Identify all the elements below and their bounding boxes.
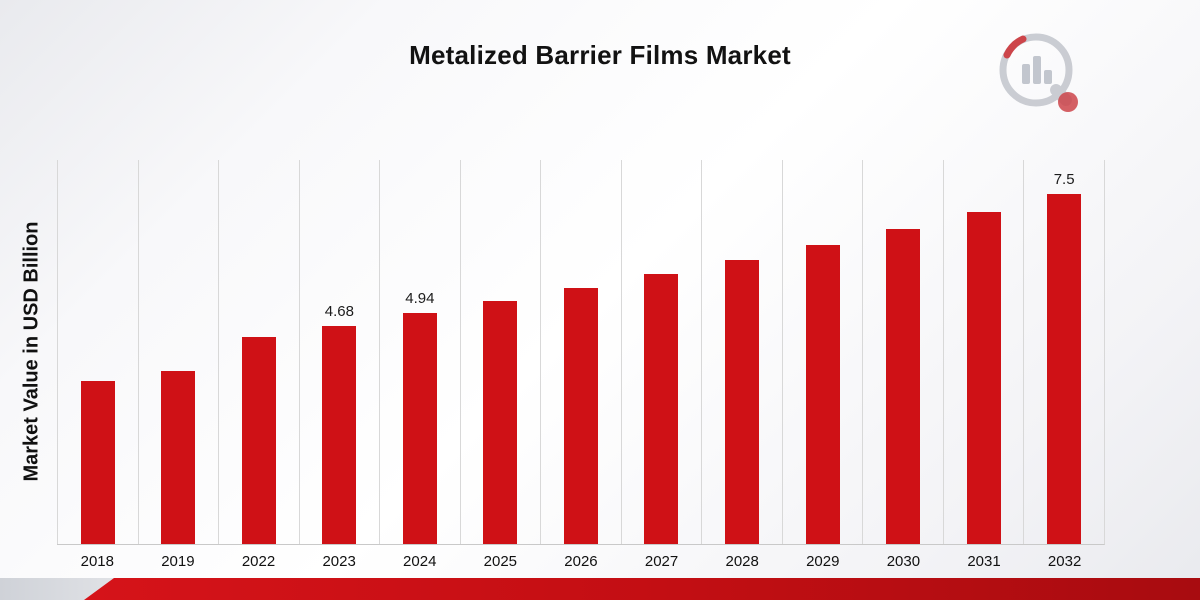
bar-value-label-2024: 4.94 [405, 290, 435, 307]
footer-ribbon [84, 578, 1200, 600]
x-axis-tick-2023: 2023 [322, 553, 356, 570]
chart-title: Metalized Barrier Films Market [409, 40, 791, 70]
bar-2025 [483, 301, 518, 544]
plot-wrap: 4.68 4.94 7.5 2018 2019 2022 2023 2024 2025 2026… [57, 160, 1105, 570]
x-axis-tick-2027: 2027 [644, 553, 679, 570]
x-axis-tick-2024: 2024 [403, 553, 437, 570]
bar-cell-2022 [218, 160, 299, 544]
bar-cell-2026 [540, 160, 621, 544]
bar-2026 [563, 288, 598, 544]
bar-2028 [725, 260, 760, 544]
bar-2018 [80, 381, 115, 544]
x-axis-tick-2025: 2025 [483, 553, 518, 570]
bar-cell-2024: 4.94 [379, 160, 460, 544]
bar-value-label-2032: 7.5 [1053, 171, 1075, 188]
bar-2032 [1047, 194, 1082, 544]
bar-cell-2027 [620, 160, 702, 544]
bar-2023 [322, 326, 357, 544]
bar-cell-2030 [862, 160, 943, 544]
bar-cell-2019 [137, 160, 219, 544]
bar-2027 [644, 274, 679, 544]
x-axis-row: 2018 2019 2022 2023 2024 2025 2026 2027 2028 2029… [57, 553, 1105, 570]
bar-value-label-2023: 4.68 [324, 303, 354, 320]
bar-cell-2032: 7.5 [1023, 160, 1104, 544]
bar-cell-2018 [57, 160, 138, 544]
x-axis-tick-2028: 2028 [725, 553, 759, 570]
bar-2030 [886, 229, 921, 544]
bar-cell-2031 [942, 160, 1024, 544]
bar-cell-2028 [701, 160, 782, 544]
x-axis-tick-2022: 2022 [241, 553, 276, 570]
bar-2031 [966, 212, 1001, 544]
bar-cell-2025 [459, 160, 541, 544]
x-axis-tick-2032: 2032 [1047, 553, 1082, 570]
x-axis-tick-2019: 2019 [161, 553, 195, 570]
bar-2022 [241, 337, 276, 544]
x-axis-tick-2030: 2030 [886, 553, 921, 570]
x-axis-tick-2018: 2018 [80, 553, 114, 570]
bar-chart-magnifier-logo [999, 33, 1078, 112]
bar-cell-2029 [781, 160, 863, 544]
x-axis-tick-2031: 2031 [967, 553, 1001, 570]
x-axis-tick-2029: 2029 [806, 553, 840, 570]
bar-2024 [402, 313, 437, 544]
y-axis-label: Market Value in USD Billion [20, 221, 43, 482]
plot-area: 4.68 4.94 7.5 [57, 160, 1105, 545]
bar-2029 [805, 245, 840, 544]
x-axis-tick-2026: 2026 [564, 553, 598, 570]
bar-2019 [161, 371, 196, 544]
bar-cell-2023: 4.68 [298, 160, 380, 544]
